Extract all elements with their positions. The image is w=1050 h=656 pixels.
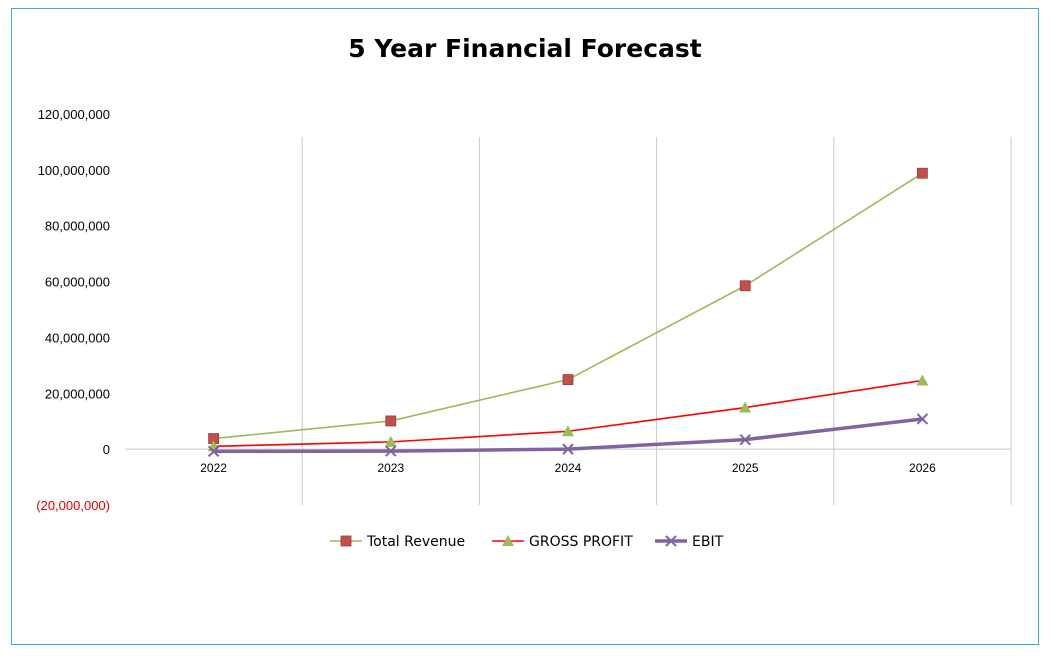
legend-marker	[502, 535, 514, 546]
y-tick-label: 120,000,000	[38, 107, 110, 122]
y-tick-label: (20,000,000)	[36, 498, 110, 513]
series-total-revenue	[208, 167, 928, 444]
y-tick-label: 20,000,000	[45, 386, 110, 401]
x-axis-ticks: 2022 2023 2024 2025 2026	[200, 461, 936, 475]
data-point	[739, 401, 752, 413]
data-point	[562, 374, 574, 386]
data-point	[384, 435, 397, 447]
y-tick-label: 80,000,000	[45, 219, 110, 234]
y-axis-ticks: 120,000,000 100,000,000 80,000,000 60,000,0…	[36, 107, 110, 513]
data-point	[385, 445, 397, 457]
legend: Total Revenue GROSS PROFIT EBIT	[330, 534, 724, 550]
chart-title: 5 Year Financial Forecast	[348, 34, 702, 63]
data-point	[385, 415, 397, 427]
series	[207, 167, 929, 458]
legend-label: EBIT	[692, 534, 724, 550]
data-point	[562, 443, 574, 455]
x-tick-label: 2023	[377, 461, 404, 475]
legend-item: GROSS PROFIT	[492, 534, 633, 550]
x-tick-label: 2026	[909, 461, 936, 475]
legend-label: GROSS PROFIT	[529, 534, 633, 550]
data-point	[562, 425, 574, 437]
y-tick-label: 60,000,000	[45, 275, 110, 290]
y-tick-label: 40,000,000	[45, 330, 110, 345]
series-ebit	[207, 413, 929, 458]
legend-label: Total Revenue	[366, 534, 465, 550]
legend-marker	[665, 535, 677, 547]
data-point	[207, 445, 220, 458]
series-gross-profit	[207, 374, 929, 452]
data-point	[916, 413, 929, 425]
data-point	[917, 167, 928, 179]
legend-marker	[340, 535, 352, 547]
legend-item: EBIT	[655, 534, 724, 550]
y-tick-label: 0	[103, 442, 110, 457]
data-point	[739, 433, 751, 446]
data-point	[739, 280, 751, 292]
x-tick-label: 2025	[732, 461, 759, 475]
chart-frame	[11, 8, 1039, 645]
x-tick-label: 2022	[200, 461, 227, 475]
series-line	[213, 172, 923, 440]
series-line	[213, 379, 923, 448]
data-point	[916, 374, 929, 386]
y-tick-label: 100,000,000	[38, 163, 110, 178]
legend-item: Total Revenue	[330, 534, 465, 550]
x-tick-label: 2024	[555, 461, 582, 475]
